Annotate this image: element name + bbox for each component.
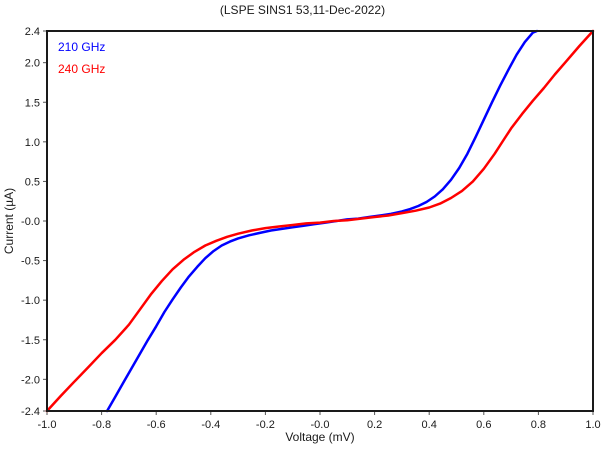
x-tick-label: 0.6 bbox=[476, 419, 491, 431]
y-tick-label: 2.0 bbox=[25, 58, 40, 70]
y-axis-label: Current (µA) bbox=[2, 187, 16, 255]
x-tick-label: -0.8 bbox=[92, 419, 111, 431]
y-tick-label: -2.0 bbox=[21, 374, 40, 386]
y-tick-label: 1.0 bbox=[25, 137, 40, 149]
y-tick-label: -1.5 bbox=[21, 335, 40, 347]
x-tick-label: -0.2 bbox=[256, 419, 275, 431]
chart-title: (LSPE SINS1 53,11-Dec-2022) bbox=[219, 3, 386, 17]
y-tick-label: -2.4 bbox=[21, 406, 40, 418]
y-tick-label: -1.0 bbox=[21, 295, 40, 307]
x-tick-label: -1.0 bbox=[38, 419, 57, 431]
series-line-210-ghz bbox=[105, 29, 539, 413]
legend-item-210ghz: 210 GHz bbox=[58, 40, 106, 54]
legend: 210 GHz 240 GHz bbox=[58, 36, 105, 80]
y-tick-label: -0.5 bbox=[21, 256, 40, 268]
y-tick-label: 2.4 bbox=[25, 26, 40, 38]
x-tick-label: 0.8 bbox=[531, 419, 546, 431]
plot-frame bbox=[46, 30, 594, 412]
x-tick-label: -0.6 bbox=[147, 419, 166, 431]
y-tick-label: 0.5 bbox=[25, 176, 40, 188]
y-tick-label: 1.5 bbox=[25, 97, 40, 109]
x-tick-label: 0.2 bbox=[367, 419, 382, 431]
x-axis-label: Voltage (mV) bbox=[285, 430, 355, 444]
x-tick-label: -0.0 bbox=[311, 419, 330, 431]
series-line-240-ghz bbox=[45, 29, 595, 413]
x-tick-label: 1.0 bbox=[585, 419, 600, 431]
legend-item-240ghz: 240 GHz bbox=[58, 62, 106, 76]
x-tick-label: 0.4 bbox=[422, 419, 437, 431]
x-tick-label: -0.4 bbox=[201, 419, 220, 431]
y-tick-label: -0.0 bbox=[21, 216, 40, 228]
